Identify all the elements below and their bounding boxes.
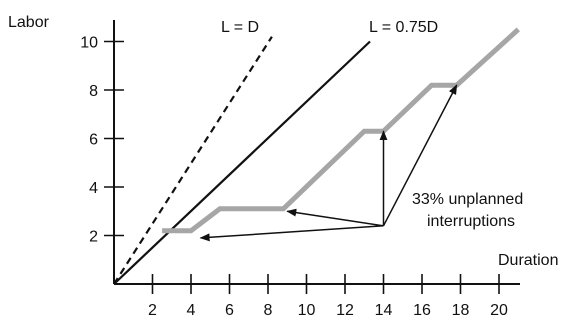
- axes: [113, 20, 520, 285]
- y-ticks: 2 4 6 8 10: [80, 35, 124, 246]
- series-group: [113, 27, 520, 285]
- series-label-l-equals-d: L = D: [221, 19, 259, 36]
- y-tick-label: 10: [80, 35, 98, 52]
- x-tick-label: 4: [187, 302, 196, 319]
- y-tick-label: 4: [89, 180, 98, 197]
- annotation-line-2: interruptions: [427, 213, 515, 230]
- x-tick-label: 20: [490, 302, 508, 319]
- y-axis-title: Labor: [8, 14, 50, 31]
- x-tick-label: 16: [413, 302, 431, 319]
- annotation-arrow: [382, 84, 458, 227]
- series-line-actual-labor: [162, 27, 520, 234]
- series-label-l-equals-075d: L = 0.75D: [369, 19, 438, 36]
- x-tick-label: 6: [225, 302, 234, 319]
- y-tick-label: 8: [89, 83, 98, 100]
- annotation-arrows: [199, 84, 458, 242]
- x-tick-label: 14: [375, 302, 393, 319]
- annotation-line-1: 33% unplanned: [412, 191, 523, 208]
- x-tick-label: 2: [148, 302, 157, 319]
- annotation-arrow: [286, 208, 384, 227]
- series-line-l-equals-075d: [113, 40, 371, 285]
- x-tick-label: 8: [264, 302, 273, 319]
- x-ticks: 2 4 6 8 10 12 14 16 18 20: [148, 274, 508, 319]
- x-tick-label: 12: [336, 302, 354, 319]
- x-tick-label: 18: [452, 302, 470, 319]
- series-line-l-equals-d: [113, 36, 273, 285]
- x-tick-label: 10: [298, 302, 316, 319]
- y-tick-label: 6: [89, 132, 98, 149]
- annotation-arrow: [199, 225, 384, 242]
- y-tick-label: 2: [89, 229, 98, 246]
- x-axis-title: Duration: [498, 252, 558, 269]
